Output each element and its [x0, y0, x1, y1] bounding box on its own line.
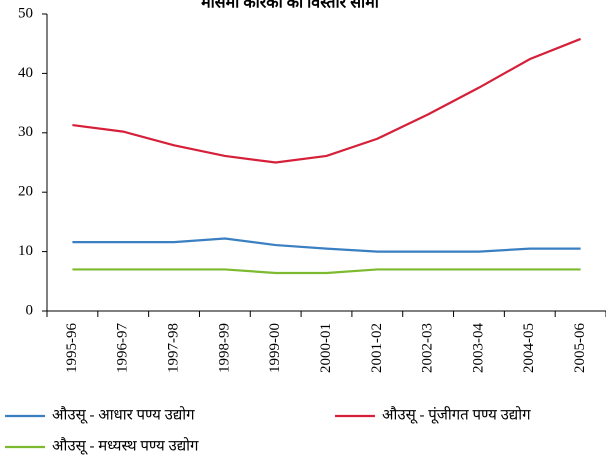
x-tick-label: 2000-01 [318, 323, 334, 373]
legend-label: औउसू - आधार पण्य उद्योग [52, 405, 195, 424]
series-line [72, 237, 581, 253]
y-tick-label: 30 [18, 124, 33, 140]
series-line [72, 37, 581, 164]
x-tick-label: 2003-04 [470, 323, 486, 373]
y-tick-label: 40 [18, 65, 33, 81]
x-tick-label: 1999-00 [267, 323, 283, 373]
legend-label: औउसू - पूंजीगत पण्य उद्योग [382, 405, 531, 424]
y-tick-label: 50 [18, 5, 33, 21]
x-tick-label: 2005-06 [572, 323, 588, 373]
legend-label: औउसू - मध्यस्थ पण्य उद्योग [52, 436, 199, 455]
y-tick-label: 0 [26, 302, 34, 318]
x-tick-label: 2002-03 [420, 323, 436, 373]
x-tick-label: 1995-96 [64, 323, 80, 373]
x-tick-label: 1998-99 [216, 323, 232, 373]
y-tick-label: 10 [18, 243, 33, 259]
y-tick-label: 20 [18, 184, 33, 200]
x-tick-label: 2001-02 [369, 323, 385, 373]
x-tick-label: 1997-98 [165, 323, 181, 373]
chart-title: मौसमी कारकों की विस्तार सीमा [200, 0, 380, 12]
series-line [72, 268, 581, 275]
x-tick-label: 1996-97 [115, 323, 131, 373]
x-tick-label: 2004-05 [521, 323, 537, 373]
